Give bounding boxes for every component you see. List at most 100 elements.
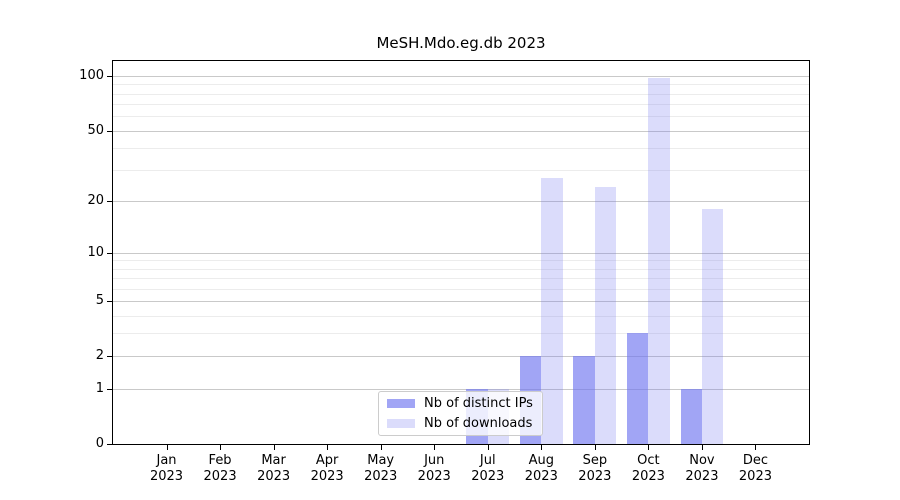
x-tick-label-jul: Jul 2023 [461,453,515,485]
x-tick-year: 2023 [524,469,558,484]
x-tick-month: Dec [742,453,769,468]
bar-distinct-ips-nov [680,388,702,444]
legend: Nb of distinct IPs Nb of downloads [378,391,543,436]
x-tick-label-oct: Oct 2023 [621,453,675,485]
x-tick-mark-aug [541,445,543,450]
x-tick-mark-apr [327,445,329,450]
x-tick-label-sep: Sep 2023 [568,453,622,485]
y-tick-mark-1 [107,388,112,390]
chart-title: MeSH.Mdo.eg.db 2023 [376,34,546,52]
x-tick-year: 2023 [578,469,612,484]
minor-gridline-80 [113,93,809,95]
x-tick-year: 2023 [203,469,237,484]
bar-downloads-oct [648,77,670,444]
x-tick-month: Oct [637,453,660,468]
y-tick-mark-2 [107,356,112,358]
x-tick-month: Mar [261,453,286,468]
legend-label-downloads: Nb of downloads [424,415,533,431]
y-tick-mark-20 [107,201,112,203]
major-gridline-1 [113,388,809,390]
x-tick-mark-dec [755,445,757,450]
x-tick-month: Nov [689,453,715,468]
x-tick-month: Aug [528,453,554,468]
x-tick-year: 2023 [310,469,344,484]
minor-gridline-70 [113,104,809,106]
x-tick-mark-jul [487,445,489,450]
x-tick-month: May [367,453,395,468]
legend-item-downloads: Nb of downloads [387,414,534,434]
bar-downloads-nov [701,209,724,444]
x-tick-month: Jan [156,453,177,468]
x-tick-label-dec: Dec 2023 [728,453,782,485]
legend-swatch-downloads [387,418,415,428]
y-tick-mark-0 [107,444,112,445]
x-tick-year: 2023 [257,469,291,484]
x-tick-label-jun: Jun 2023 [407,453,461,485]
y-tick-mark-10 [107,252,112,254]
major-gridline-20 [113,201,809,203]
minor-gridline-3 [113,333,809,335]
x-tick-mark-feb [220,445,222,450]
x-tick-mark-oct [648,445,650,450]
bar-downloads-sep [594,187,617,444]
x-tick-mark-mar [273,445,275,450]
minor-gridline-6 [113,288,809,290]
x-tick-month: Apr [315,453,339,468]
plot-area [112,60,810,445]
x-tick-year: 2023 [631,469,665,484]
x-tick-mark-may [380,445,382,450]
minor-gridline-8 [113,268,809,270]
x-tick-mark-sep [594,445,596,450]
x-tick-label-feb: Feb 2023 [193,453,247,485]
x-tick-month: Feb [208,453,232,468]
y-tick-label-10: 10 [87,244,104,260]
y-tick-label-20: 20 [87,193,104,209]
y-tick-label-0: 0 [95,436,104,451]
legend-swatch-distinct-ips [387,399,415,409]
minor-gridline-7 [113,278,809,280]
y-tick-label-2: 2 [95,348,104,364]
legend-item-distinct-ips: Nb of distinct IPs [387,394,534,414]
minor-gridline-90 [113,84,809,86]
x-tick-month: Jun [424,453,445,468]
y-tick-mark-5 [107,301,112,303]
major-gridline-50 [113,130,809,132]
x-tick-year: 2023 [471,469,505,484]
bar-distinct-ips-oct [626,333,649,444]
x-tick-label-may: May 2023 [354,453,408,485]
x-tick-year: 2023 [685,469,719,484]
major-gridline-10 [113,252,809,254]
x-tick-label-aug: Aug 2023 [514,453,568,485]
y-tick-label-5: 5 [95,293,104,309]
minor-gridline-40 [113,147,809,149]
bar-downloads-aug [541,178,563,444]
x-tick-mark-jun [434,445,436,450]
x-tick-label-jan: Jan 2023 [140,453,194,485]
x-tick-month: Jul [479,453,496,468]
x-tick-year: 2023 [364,469,398,484]
minor-gridline-9 [113,260,809,262]
minor-gridline-30 [113,170,809,172]
y-tick-label-50: 50 [87,122,104,138]
y-tick-label-1: 1 [95,380,104,396]
x-tick-label-mar: Mar 2023 [247,453,301,485]
x-tick-label-nov: Nov 2023 [675,453,729,485]
y-tick-label-100: 100 [79,68,104,84]
x-tick-month: Sep [582,453,608,468]
major-gridline-100 [113,76,809,78]
y-tick-mark-100 [107,76,112,78]
major-gridline-2 [113,356,809,358]
minor-gridline-60 [113,116,809,118]
x-tick-year: 2023 [149,469,184,484]
x-tick-mark-jan [166,445,168,450]
y-tick-mark-50 [107,130,112,132]
bar-distinct-ips-sep [573,356,595,444]
x-tick-year: 2023 [738,469,772,484]
legend-label-distinct-ips: Nb of distinct IPs [424,396,533,412]
x-tick-year: 2023 [417,469,451,484]
major-gridline-5 [113,301,809,303]
x-tick-label-apr: Apr 2023 [300,453,354,485]
x-tick-mark-nov [701,445,703,450]
minor-gridline-4 [113,315,809,317]
